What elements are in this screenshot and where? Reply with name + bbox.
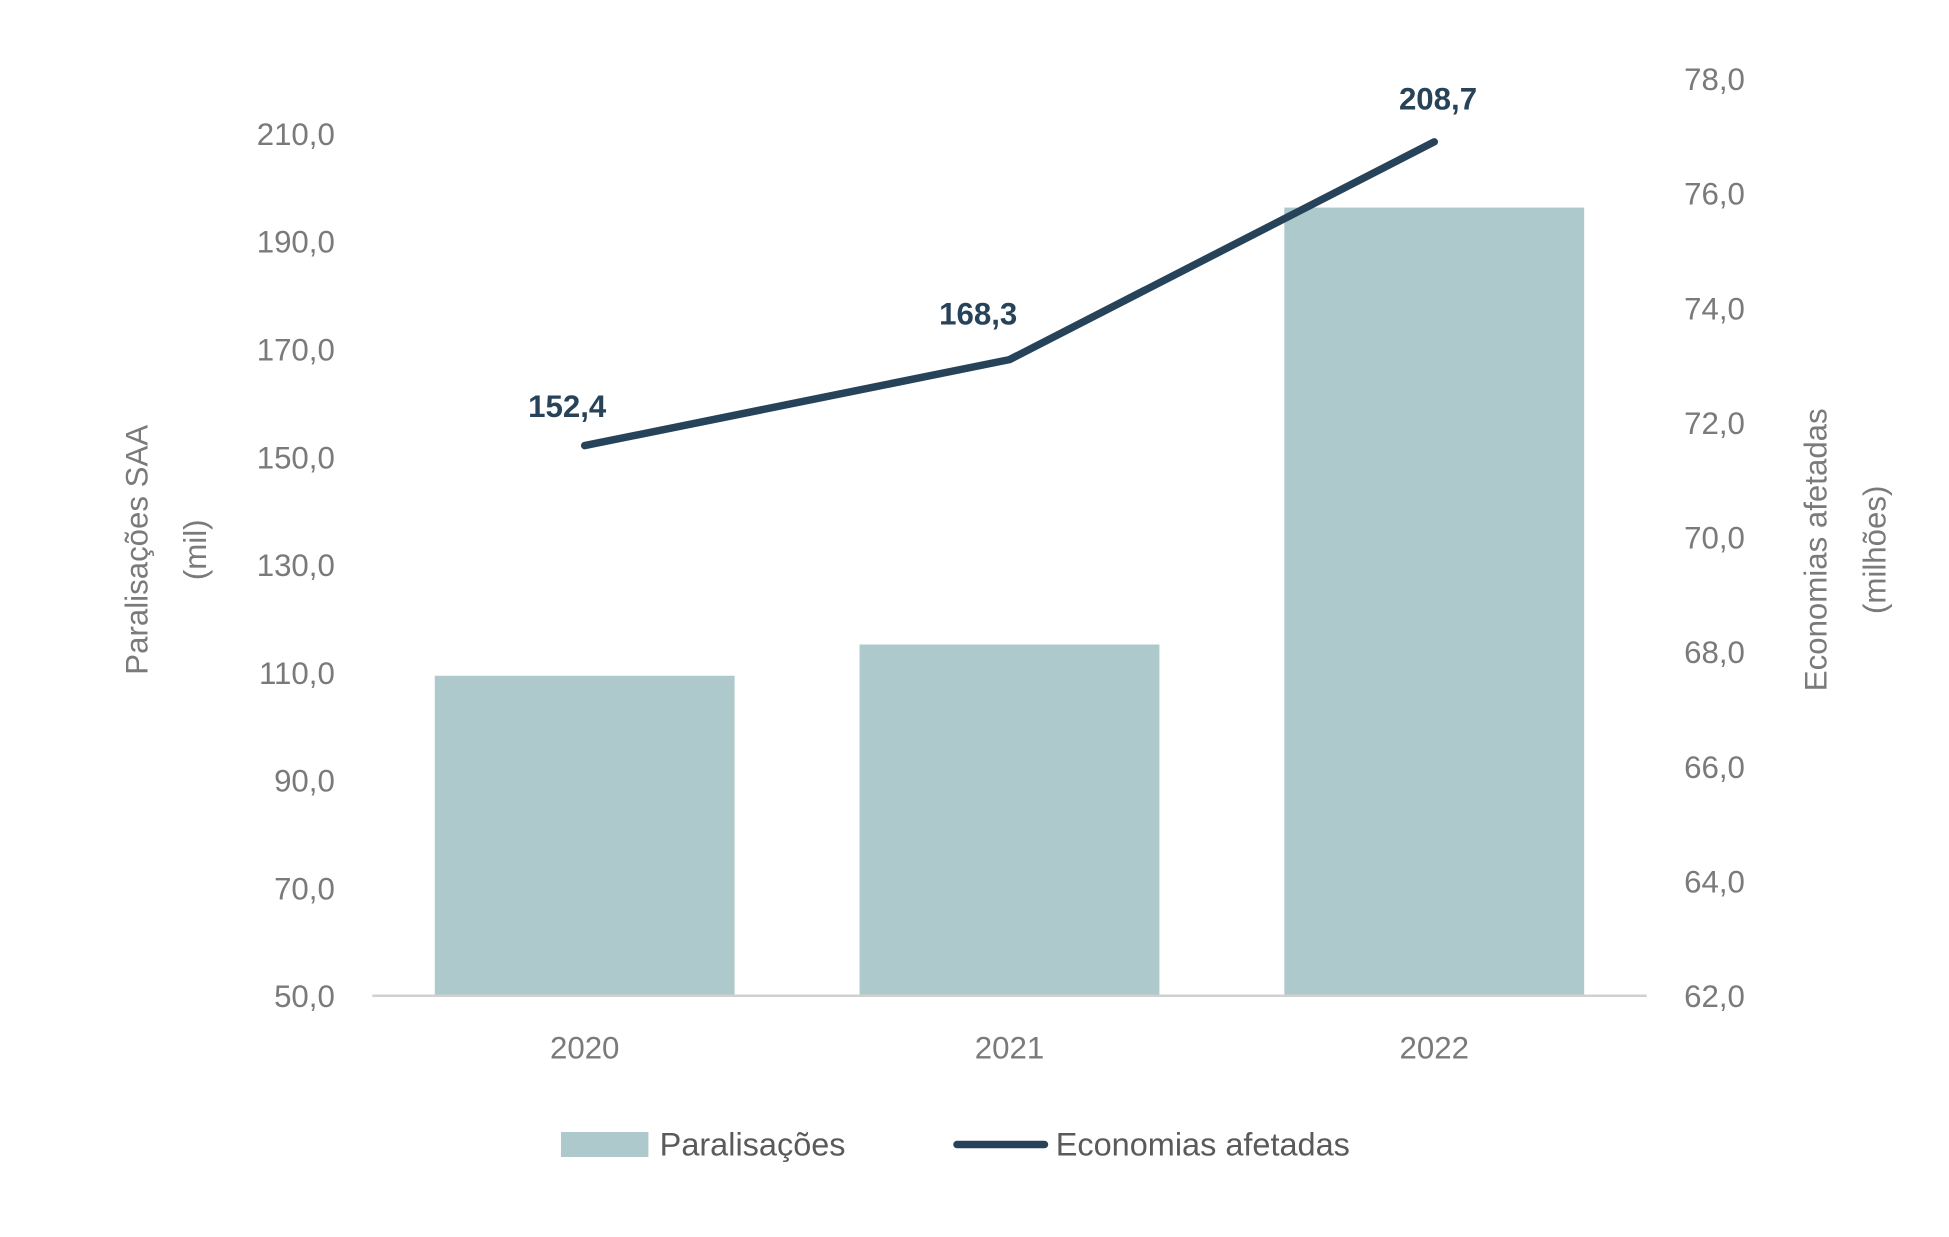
bar-2022 [1284, 207, 1585, 996]
bar-2020 [434, 675, 735, 996]
legend: Paralisações Economias afetadas [560, 1127, 1350, 1163]
y-right-tick: 74,0 [1684, 291, 1745, 326]
y-right-tick: 78,0 [1684, 62, 1745, 97]
y-left-tick: 130,0 [257, 548, 335, 583]
legend-label-line: Economias afetadas [1056, 1127, 1350, 1163]
y-left-label-1: Paralisações SAA [119, 425, 154, 675]
y-left-tick: 110,0 [259, 656, 335, 691]
x-tick: 2021 [975, 1030, 1044, 1065]
y-left-tick: 90,0 [274, 764, 335, 799]
x-tick: 2020 [550, 1030, 619, 1065]
y-left-tick: 70,0 [274, 871, 335, 906]
y-right-tick: 70,0 [1684, 521, 1745, 556]
y-right-label-2: (milhões) [1857, 486, 1892, 614]
y-left-tick: 210,0 [257, 117, 335, 152]
y-left-label-2: (mil) [178, 519, 213, 580]
legend-label-bar: Paralisações [660, 1127, 846, 1163]
data-label-2021: 168,3 [939, 297, 1017, 332]
y-right-tick: 72,0 [1684, 406, 1745, 441]
legend-swatch-bar [560, 1131, 649, 1157]
y-left-tick: 190,0 [257, 225, 335, 260]
y-right-tick: 68,0 [1684, 635, 1745, 670]
x-tick: 2022 [1400, 1030, 1469, 1065]
line-economias-afetadas [580, 138, 1439, 450]
y-right-tick: 76,0 [1684, 177, 1745, 212]
y-right-tick: 64,0 [1684, 864, 1745, 899]
y-left-tick: 50,0 [274, 979, 335, 1014]
y-left-tick: 170,0 [257, 333, 335, 368]
y-left-tick: 150,0 [257, 440, 335, 475]
data-label-2022: 208,7 [1399, 81, 1477, 116]
y-right-tick: 66,0 [1684, 750, 1745, 785]
data-label-2020: 152,4 [528, 389, 607, 424]
y-right-label-1: Economias afetadas [1799, 408, 1834, 691]
y-right-tick: 62,0 [1684, 979, 1745, 1014]
bar-2021 [859, 644, 1160, 996]
